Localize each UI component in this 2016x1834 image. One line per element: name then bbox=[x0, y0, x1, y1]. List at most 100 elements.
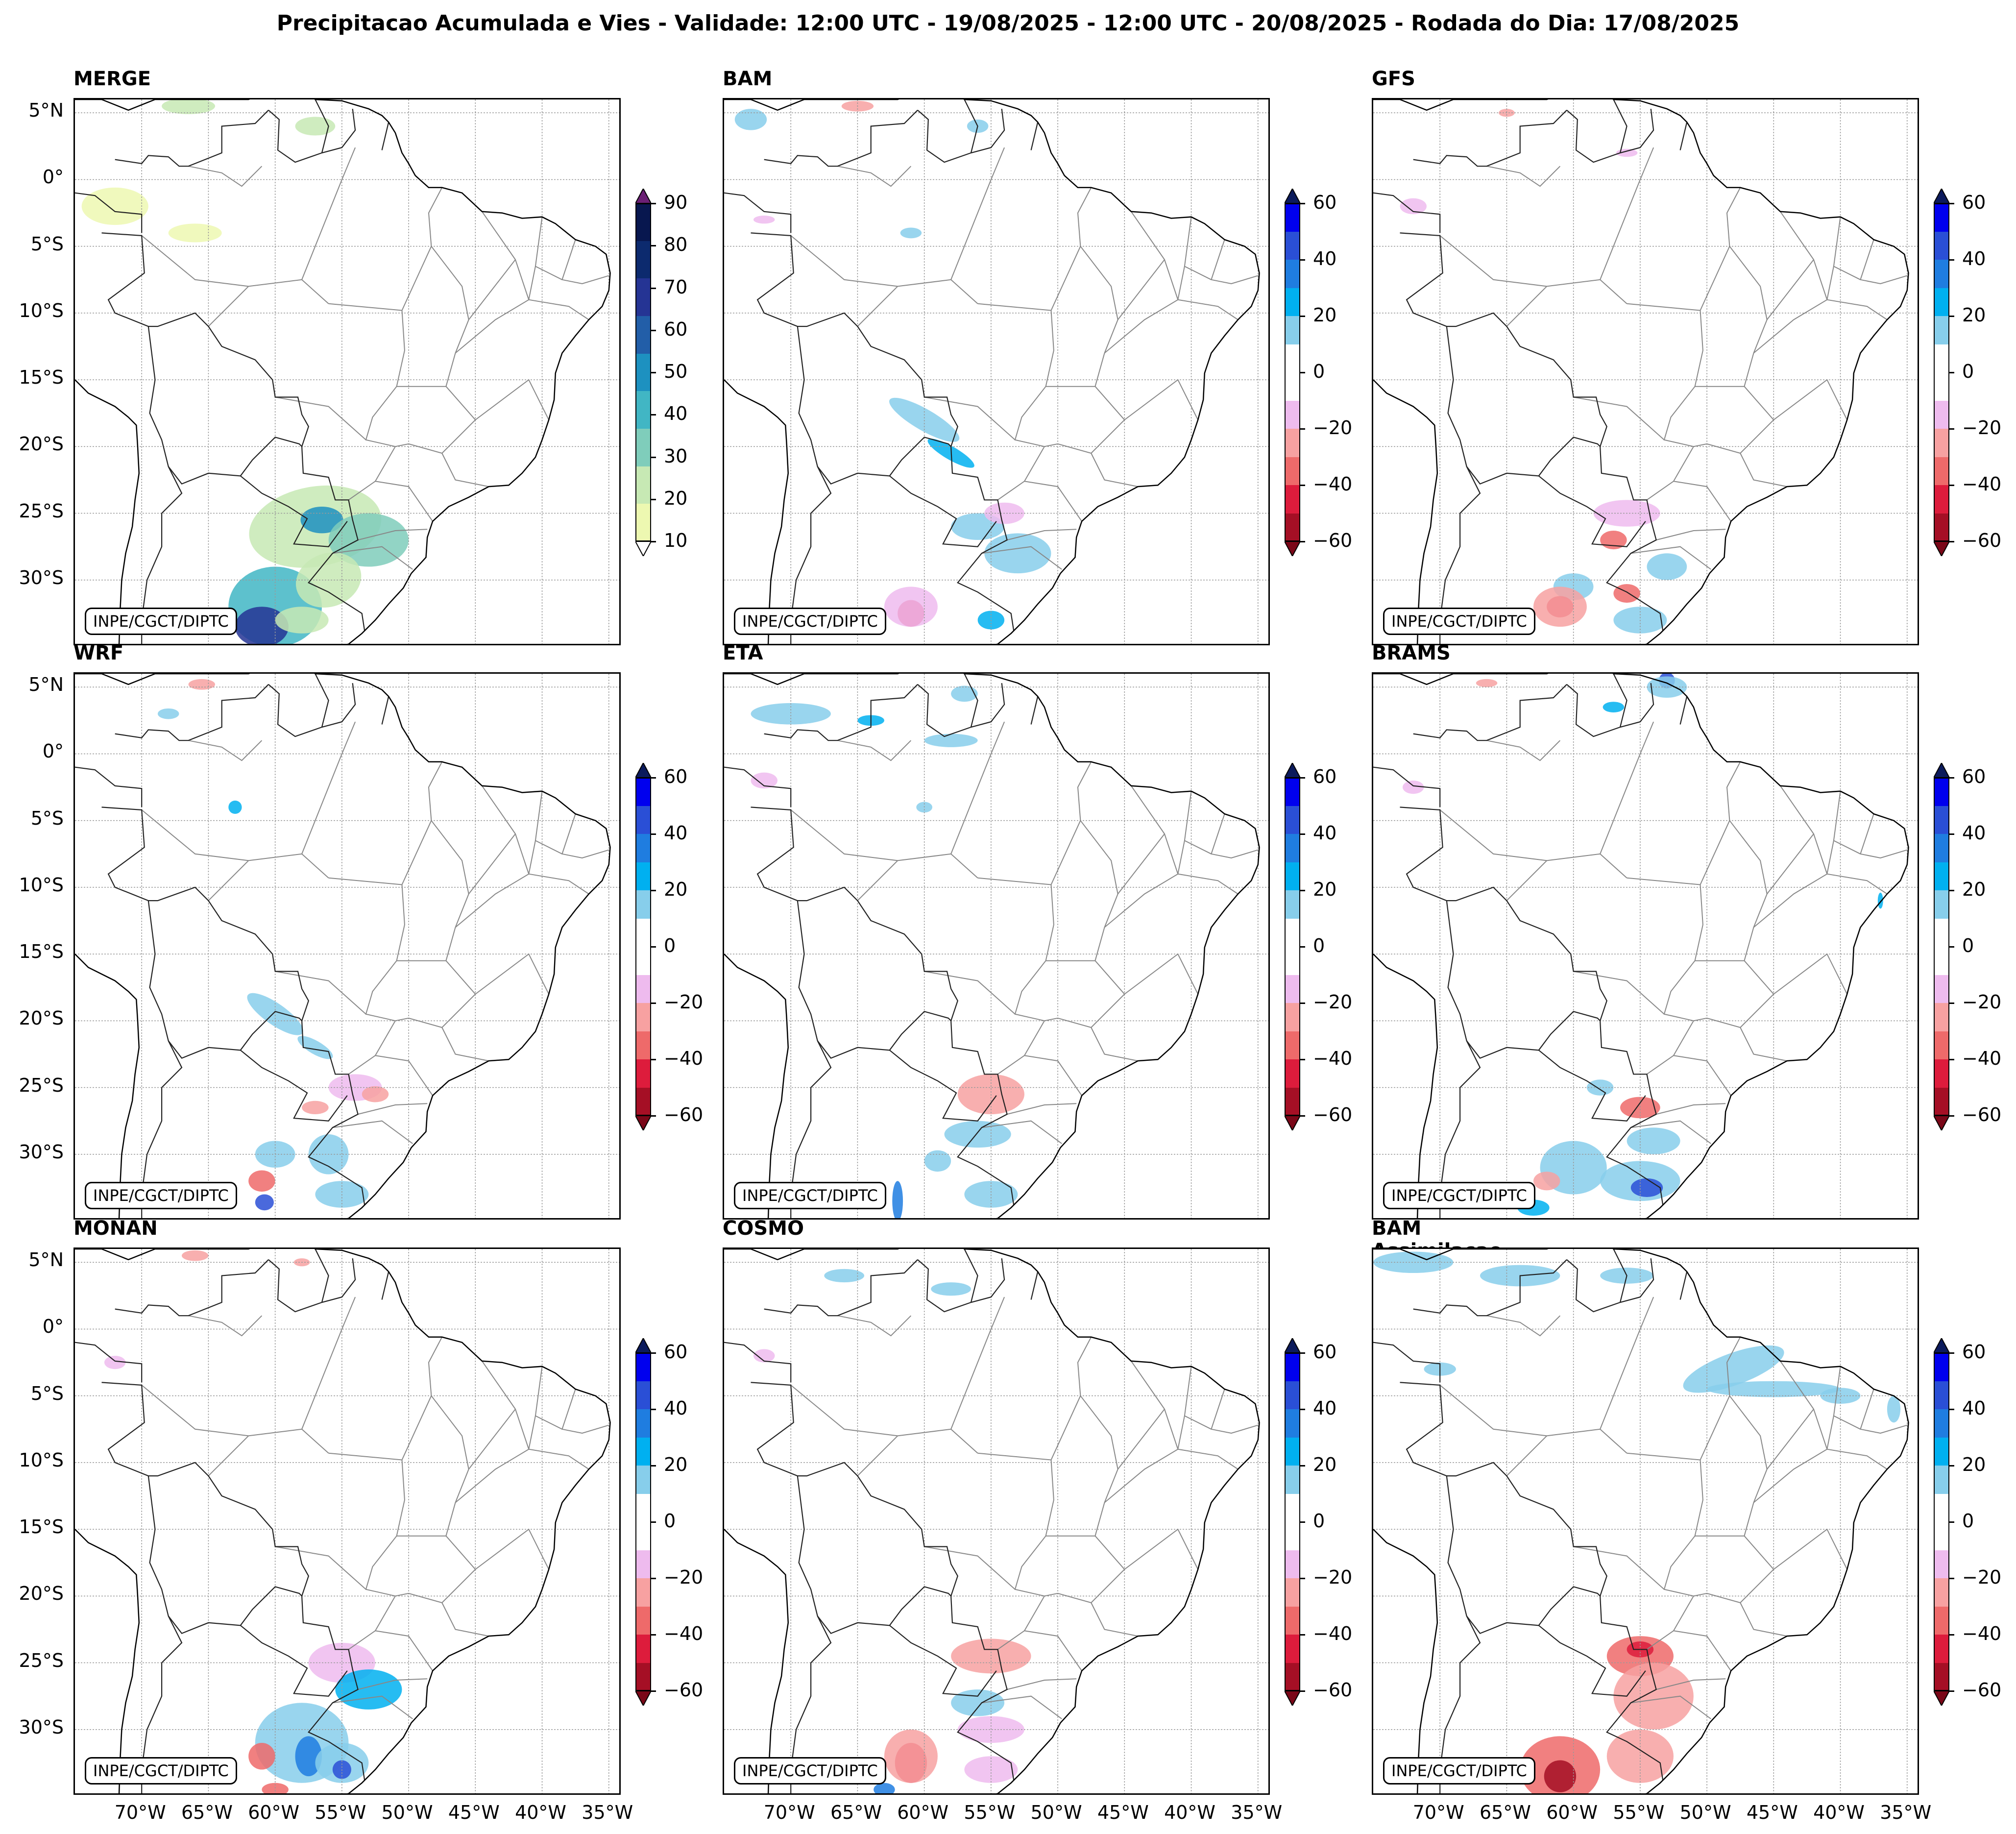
colorbar-segment bbox=[635, 918, 651, 947]
rain-area bbox=[1400, 198, 1427, 215]
state-border bbox=[1044, 419, 1125, 454]
country-border bbox=[1400, 807, 1664, 1205]
colorbar-segment bbox=[635, 1437, 651, 1466]
state-border bbox=[374, 446, 433, 522]
country-border bbox=[147, 900, 302, 1059]
colorbar-segment bbox=[635, 778, 651, 806]
lat-tick-label: 5°N bbox=[28, 99, 64, 122]
colorbar-segment bbox=[1285, 1550, 1300, 1579]
colorbar-tick-label: −20 bbox=[1962, 417, 2002, 439]
colorbar-tick-mark bbox=[1300, 372, 1305, 373]
colorbar-max-arrow bbox=[635, 189, 651, 203]
colorbar-tick-mark bbox=[1949, 833, 1954, 835]
state-border bbox=[977, 1452, 1054, 1597]
state-border bbox=[1744, 953, 1848, 1015]
state-border bbox=[1646, 1055, 1674, 1075]
colorbar-segment bbox=[1934, 1466, 1949, 1494]
credit-label: INPE/CGCT/DIPTC bbox=[1383, 1757, 1535, 1785]
colorbar-min-arrow bbox=[1285, 1116, 1300, 1130]
colorbar-tick-mark bbox=[651, 946, 656, 948]
colorbar-tick-label: −60 bbox=[1313, 1104, 1353, 1125]
state-border bbox=[535, 840, 562, 855]
colorbar-segment bbox=[1934, 1635, 1949, 1663]
colorbar-tick-mark bbox=[1300, 1521, 1305, 1523]
map-frame: INPE/CGCT/DIPTC bbox=[73, 1247, 621, 1795]
colorbar-tick-mark bbox=[1949, 890, 1954, 891]
state-border bbox=[924, 1546, 1016, 1590]
state-border bbox=[1211, 1389, 1259, 1434]
colorbar-segment bbox=[1285, 372, 1300, 401]
rain-area bbox=[297, 1036, 333, 1059]
colorbar-segment bbox=[1934, 975, 1949, 1003]
lon-tick-label: 45°W bbox=[1746, 1802, 1798, 1823]
lat-tick-label: 0° bbox=[42, 740, 64, 762]
country-border bbox=[101, 807, 365, 1205]
state-border bbox=[1178, 873, 1239, 895]
coastline bbox=[75, 99, 611, 644]
state-border bbox=[1740, 453, 1787, 488]
colorbar-segment bbox=[1934, 231, 1949, 260]
colorbar-tick-label: −40 bbox=[1962, 1623, 2002, 1644]
colorbar-max-arrow bbox=[1285, 763, 1300, 778]
rain-area bbox=[104, 1355, 126, 1369]
colorbar-segment bbox=[1934, 806, 1949, 834]
colorbar-tick-label: 40 bbox=[664, 1397, 688, 1419]
state-border bbox=[1656, 1103, 1726, 1115]
colorbar-tick-mark bbox=[651, 1465, 656, 1467]
state-border bbox=[1630, 1120, 1711, 1144]
state-border bbox=[1673, 1595, 1731, 1671]
state-border bbox=[1104, 259, 1179, 354]
colorbar-segment bbox=[1934, 372, 1949, 401]
colorbar-tick-label: 10 bbox=[664, 530, 688, 551]
colorbar-min-arrow bbox=[1285, 541, 1300, 556]
colorbar-tick-mark bbox=[1300, 890, 1305, 891]
lon-tick-label: 70°W bbox=[114, 1802, 166, 1823]
country-border bbox=[751, 232, 1015, 631]
country-border bbox=[101, 1382, 365, 1781]
credit-label: INPE/CGCT/DIPTC bbox=[734, 1757, 886, 1785]
state-border bbox=[1178, 1448, 1239, 1470]
state-border bbox=[1094, 1528, 1199, 1590]
rain-area bbox=[924, 1150, 951, 1172]
colorbar-tick-mark bbox=[651, 498, 656, 500]
colorbar-segment bbox=[1934, 1550, 1949, 1579]
state-border bbox=[1023, 446, 1082, 522]
colorbar-outline bbox=[1934, 1353, 1949, 1691]
colorbar-segment bbox=[1285, 203, 1300, 232]
colorbar-tick-mark bbox=[1949, 541, 1954, 542]
country-border bbox=[115, 1259, 269, 1317]
colorbar-tick-mark bbox=[651, 1003, 656, 1004]
state-border bbox=[1695, 820, 1768, 961]
colorbar-tick-mark bbox=[651, 203, 656, 204]
state-border bbox=[561, 813, 609, 859]
state-border bbox=[396, 820, 469, 961]
state-border bbox=[529, 1448, 589, 1470]
colorbar-tick-label: 80 bbox=[664, 234, 688, 256]
colorbar-tick-mark bbox=[1949, 1578, 1954, 1579]
country-border bbox=[1679, 696, 1688, 725]
country-border bbox=[751, 1382, 1015, 1781]
colorbar-tick-mark bbox=[1300, 946, 1305, 948]
colorbar-segment bbox=[635, 1550, 651, 1579]
colorbar-tick-label: 20 bbox=[1313, 879, 1337, 900]
colorbar-segment bbox=[1285, 806, 1300, 834]
colorbar-segment bbox=[635, 1522, 651, 1550]
lat-tick-label: 25°S bbox=[19, 1649, 64, 1671]
state-border bbox=[1600, 147, 1654, 280]
colorbar-segment bbox=[635, 278, 651, 317]
state-border bbox=[358, 529, 428, 540]
rain-area bbox=[1544, 1760, 1577, 1792]
country-border bbox=[268, 1258, 356, 1313]
state-border bbox=[332, 546, 413, 570]
colorbar-segment bbox=[1285, 1059, 1300, 1088]
lon-tick-label: 60°W bbox=[897, 1802, 949, 1823]
colorbar-segment bbox=[1934, 400, 1949, 429]
rain-area bbox=[328, 513, 409, 567]
state-border bbox=[301, 1296, 356, 1430]
rain-area bbox=[1616, 148, 1638, 157]
colorbar-segment bbox=[635, 241, 651, 279]
colorbar-tick-label: 60 bbox=[664, 1341, 688, 1363]
colorbar-segment bbox=[1285, 1353, 1300, 1381]
colorbar-segment bbox=[635, 890, 651, 919]
colorbar-tick-label: 30 bbox=[664, 445, 688, 467]
